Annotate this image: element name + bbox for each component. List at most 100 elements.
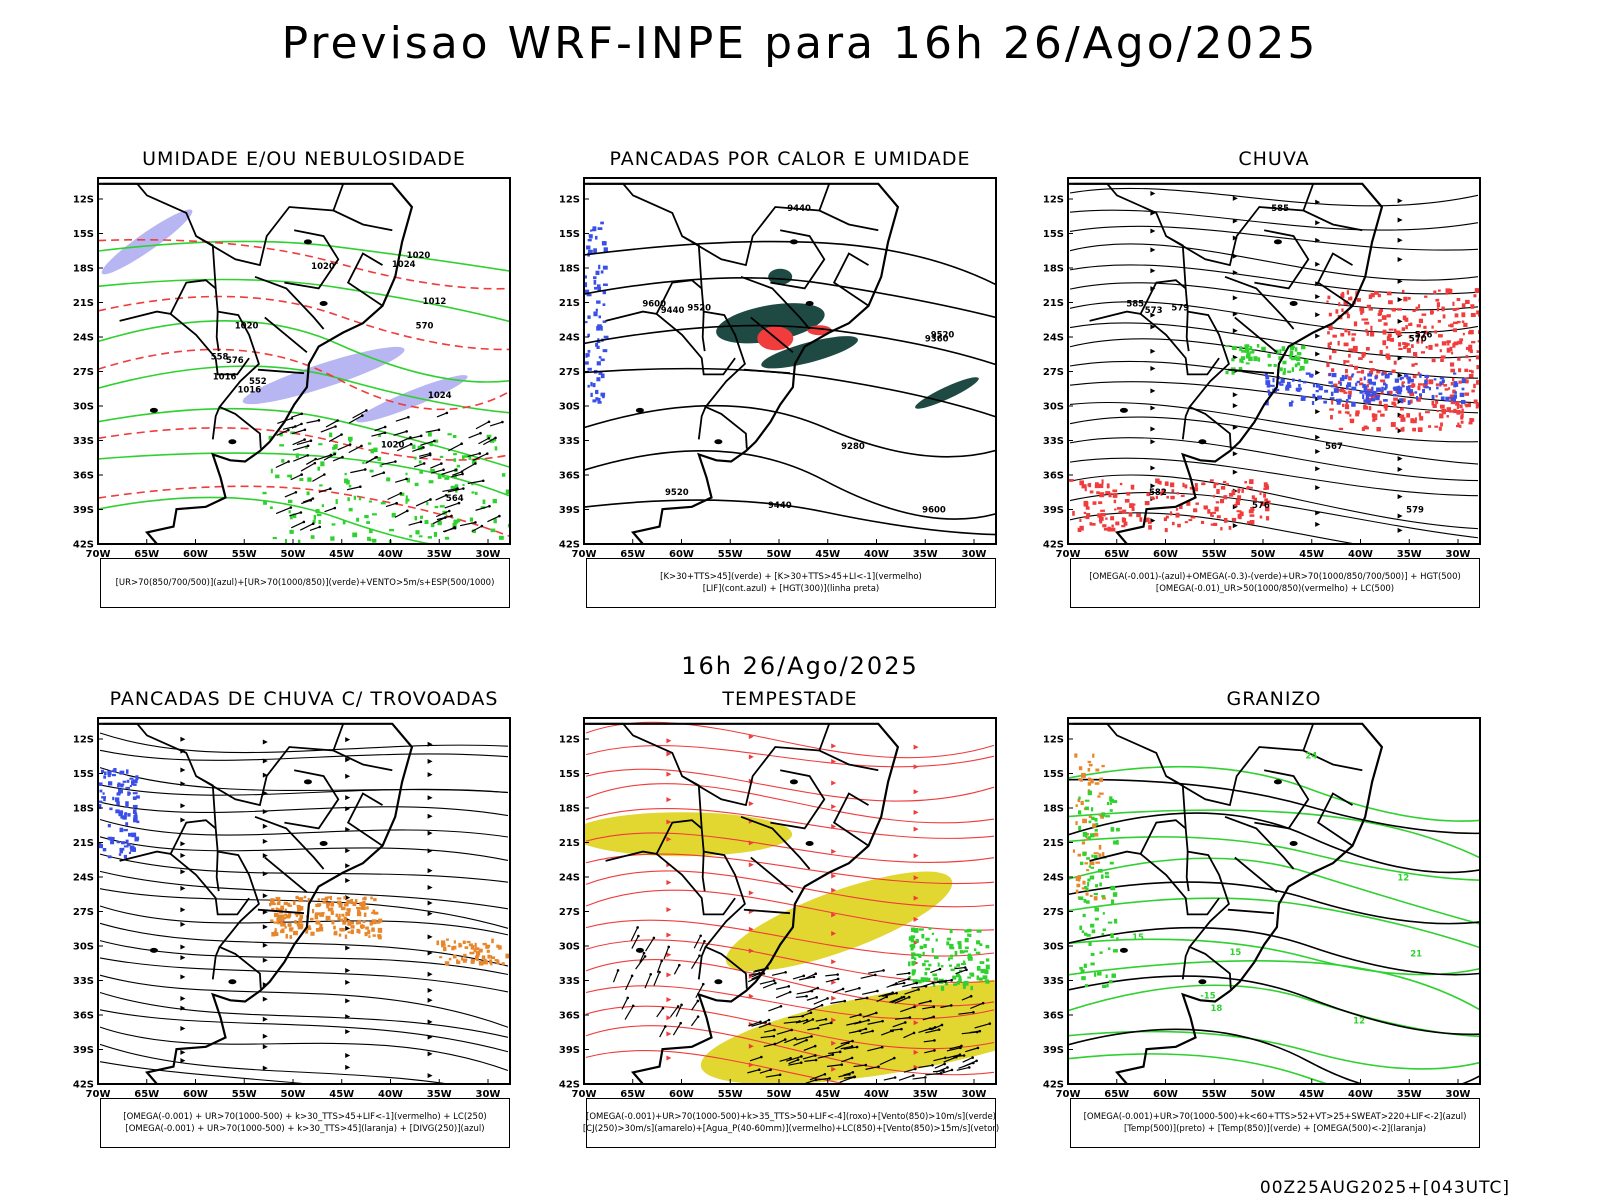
lon-tick-label: 45W — [329, 549, 354, 560]
temp850-contours — [1068, 765, 1480, 1084]
lat-tick-label: 18S — [559, 264, 580, 275]
legend-box: [OMEGA(-0.001) + UR>70(1000-500) + k>30_… — [100, 1098, 510, 1148]
lon-tick-label: 65W — [134, 549, 159, 560]
lat-tick-label: 24S — [1043, 333, 1064, 344]
lat-tick-label: 42S — [559, 540, 580, 551]
humidity-upper — [101, 209, 468, 423]
lon-tick-label: 70W — [572, 1089, 597, 1100]
contour-label: 9520 — [665, 488, 689, 498]
lat-tick-label: 24S — [559, 873, 580, 884]
lon-tick-label: 50W — [767, 1089, 792, 1100]
map-base — [584, 722, 900, 1084]
streamlines — [99, 732, 509, 1084]
map-umidade: 1020101610121024102057056455855257610201… — [73, 177, 511, 560]
omega-red — [1326, 288, 1480, 433]
lat-tick-label: 15S — [559, 769, 580, 780]
lon-tick-label: 55W — [232, 1089, 257, 1100]
contour-label: 15 — [1132, 933, 1144, 943]
lon-tick-label: 60W — [183, 1089, 208, 1100]
lat-tick-label: 39S — [73, 1045, 94, 1056]
lat-tick-label: 30S — [73, 402, 94, 413]
contour-label: 567 — [1325, 442, 1343, 452]
lat-tick-label: 42S — [73, 540, 94, 551]
panel-tempestade: TEMPESTADE 12S 15S 18S 21S 24S 27S 30S 33S 36S 39S… — [559, 688, 1079, 1158]
lon-tick-label: 40W — [864, 1089, 889, 1100]
lon-tick-label: 60W — [669, 1089, 694, 1100]
map-chuva: 585 582 585 579 576 573 570 567 579 576 12S 15S 18S 2… — [1043, 177, 1481, 560]
lat-tick-label: 15S — [73, 769, 94, 780]
legend-line: [Temp(500)](preto) + [Temp(850)](verde) … — [1123, 1124, 1427, 1134]
legend-line: [OMEGA(-0.001)+UR>70(1000-500)+k>35_TTS>… — [586, 1112, 996, 1122]
main-title: Previsao WRF-INPE para 16h 26/Ago/2025 — [281, 18, 1319, 69]
contour-label: 570 — [416, 321, 434, 331]
lat-tick-label: 27S — [1043, 907, 1064, 918]
lat-tick-label: 21S — [73, 838, 94, 849]
lat-tick-label: 33S — [559, 976, 580, 987]
lon-tick-label: 30W — [962, 1089, 987, 1100]
lon-tick-label: 55W — [232, 549, 257, 560]
thunder-orange-east — [436, 938, 510, 966]
lat-tick-label: 12S — [559, 735, 580, 746]
panel-trovoadas: PANCADAS DE CHUVA C/ TROVOADAS 12S 15S 18S 2… — [73, 688, 593, 1158]
streamlines — [585, 721, 995, 1084]
legend-line: [CJ(250)>30m/s](amarelo)+[Agua_P(40-60mm… — [582, 1124, 1000, 1134]
lat-tick-label: 27S — [559, 907, 580, 918]
lon-tick-label: 50W — [281, 549, 306, 560]
contour-label: 9440 — [661, 306, 685, 316]
lon-tick-label: 55W — [718, 1089, 743, 1100]
contour-label: 1020 — [381, 440, 405, 450]
lon-tick-label: 70W — [572, 549, 597, 560]
map-base — [98, 722, 414, 1084]
lon-tick-label: 45W — [1299, 549, 1324, 560]
lat-tick-label: 18S — [73, 804, 94, 815]
contour-label: 1016 — [213, 372, 237, 382]
contour-label: 12 — [1353, 1017, 1365, 1027]
lat-tick-label: 33S — [73, 436, 94, 447]
lat-tick-label: 18S — [73, 264, 94, 275]
lon-tick-label: 35W — [427, 1089, 452, 1100]
valid-time-title: 16h 26/Ago/2025 — [681, 652, 919, 680]
legend-line: [OMEGA(-0.01)_UR>50(1000/850)(vermelho) … — [1155, 584, 1395, 594]
wind850-green — [908, 927, 990, 991]
lat-tick-label: 21S — [559, 298, 580, 309]
contour-label: 573 — [1145, 306, 1163, 316]
contour-label: 1020 — [407, 251, 431, 261]
lat-tick-label: 12S — [1043, 735, 1064, 746]
contour-label: 576 — [1252, 501, 1270, 511]
lon-tick-label: 45W — [815, 549, 840, 560]
lon-tick-label: 65W — [1104, 1089, 1129, 1100]
divg-blue — [98, 768, 140, 859]
lat-tick-label: 30S — [559, 942, 580, 953]
lon-tick-label: 50W — [1251, 549, 1276, 560]
lon-tick-label: 35W — [427, 549, 452, 560]
lon-tick-label: 50W — [1251, 1089, 1276, 1100]
lon-tick-label: 35W — [1397, 549, 1422, 560]
lat-tick-label: 24S — [73, 873, 94, 884]
omega-red-south — [1068, 478, 1271, 533]
map-frame — [583, 717, 997, 1085]
lat-tick-label: 15S — [559, 229, 580, 240]
lon-tick-label: 35W — [913, 549, 938, 560]
lat-tick-label: 24S — [73, 333, 94, 344]
lon-tick-label: 45W — [815, 1089, 840, 1100]
lon-tick-label: 40W — [1348, 1089, 1373, 1100]
lat-tick-label: 36S — [73, 471, 94, 482]
lat-tick-label: 12S — [1043, 195, 1064, 206]
lat-tick-label: 33S — [559, 436, 580, 447]
contour-label: 18 — [1211, 1004, 1223, 1014]
legend-line: [K>30+TTS>45](verde) + [K>30+TTS>45+LI<-… — [660, 572, 922, 582]
contour-label: 24 — [1305, 752, 1317, 762]
lon-tick-label: 30W — [1446, 549, 1471, 560]
map-pancadas-calor: 9600952094409600952094409360928095209440… — [559, 177, 997, 560]
legend-box: [UR>70(850/700/500)](azul)+[UR>70(1000/8… — [100, 558, 510, 608]
contour-label: 1024 — [392, 260, 416, 270]
map-frame — [1067, 177, 1481, 545]
legend-line: [UR>70(850/700/500)](azul)+[UR>70(1000/8… — [115, 578, 495, 588]
lat-tick-label: 12S — [73, 195, 94, 206]
map-base — [98, 182, 414, 544]
lat-tick-label: 39S — [1043, 1045, 1064, 1056]
contour-label: 1020 — [235, 322, 259, 332]
